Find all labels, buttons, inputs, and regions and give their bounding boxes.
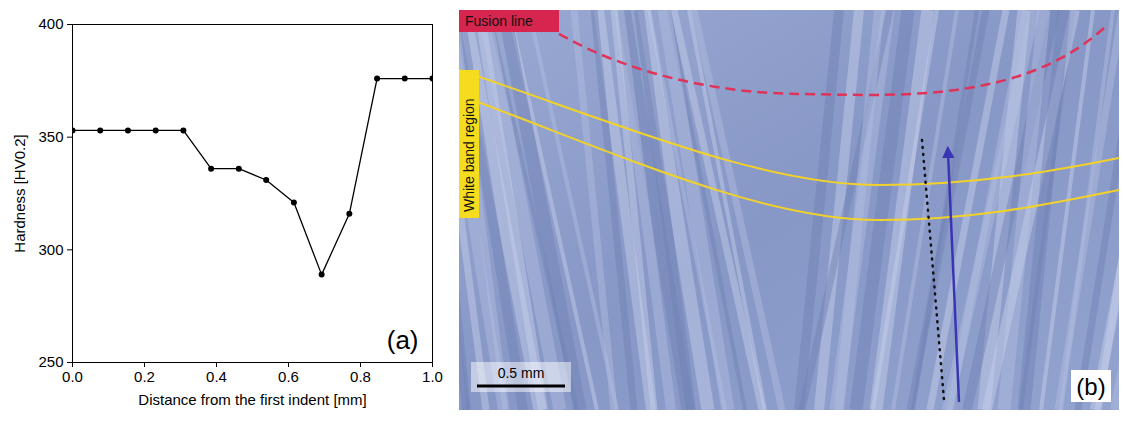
svg-text:300: 300 [38, 241, 63, 258]
svg-text:0.5 mm: 0.5 mm [498, 365, 545, 381]
svg-text:0.6: 0.6 [278, 368, 299, 385]
svg-text:0.8: 0.8 [350, 368, 371, 385]
svg-text:350: 350 [38, 128, 63, 145]
svg-text:1.0: 1.0 [422, 368, 443, 385]
svg-text:Distance from the first indent: Distance from the first indent [mm] [138, 391, 366, 408]
svg-text:Hardness [HV0.2]: Hardness [HV0.2] [11, 134, 28, 252]
svg-text:0.0: 0.0 [62, 368, 83, 385]
svg-text:250: 250 [38, 353, 63, 370]
svg-text:0.4: 0.4 [206, 368, 227, 385]
svg-text:(b): (b) [1076, 373, 1105, 400]
svg-text:Fusion line: Fusion line [465, 13, 533, 29]
svg-text:0.2: 0.2 [134, 368, 155, 385]
svg-text:400: 400 [38, 15, 63, 32]
svg-text:White band region: White band region [461, 98, 477, 212]
svg-text:(a): (a) [387, 325, 419, 355]
